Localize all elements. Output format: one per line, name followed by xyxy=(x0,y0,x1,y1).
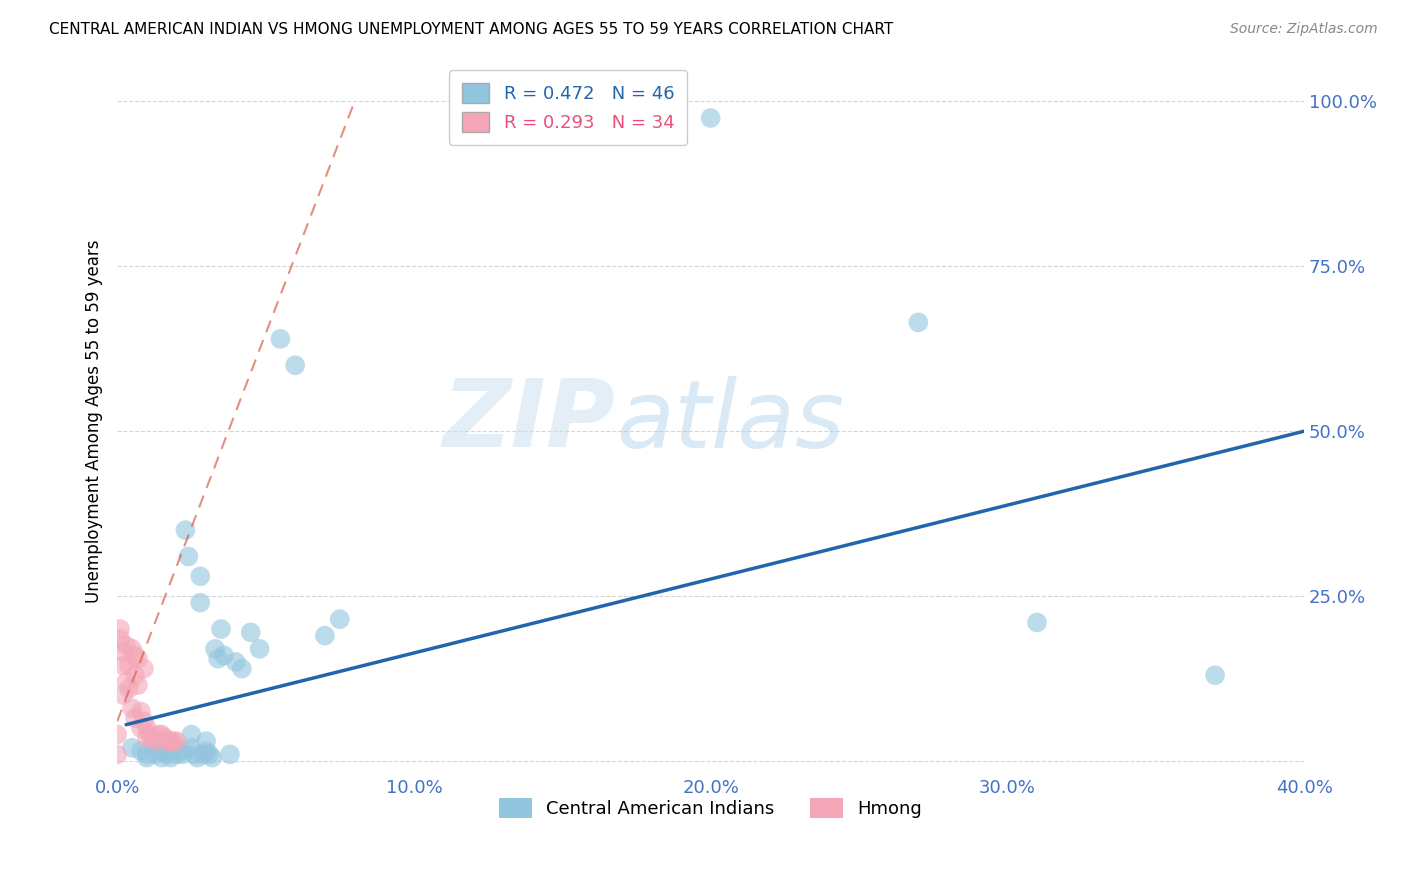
Point xyxy=(195,734,218,748)
Point xyxy=(177,549,200,564)
Point xyxy=(166,734,188,748)
Point xyxy=(172,747,194,762)
Point xyxy=(135,750,157,764)
Text: atlas: atlas xyxy=(616,376,844,467)
Point xyxy=(150,727,173,741)
Point xyxy=(699,111,721,125)
Point xyxy=(180,740,202,755)
Point xyxy=(174,523,197,537)
Point xyxy=(225,655,247,669)
Point xyxy=(129,705,152,719)
Point xyxy=(105,727,128,741)
Point xyxy=(188,596,211,610)
Point xyxy=(231,662,253,676)
Point xyxy=(156,740,179,755)
Point xyxy=(269,332,291,346)
Point xyxy=(121,701,143,715)
Point xyxy=(108,622,131,636)
Point xyxy=(183,747,205,762)
Point xyxy=(1026,615,1049,630)
Point xyxy=(188,569,211,583)
Point xyxy=(907,315,929,329)
Point xyxy=(186,750,208,764)
Point xyxy=(108,632,131,646)
Text: Source: ZipAtlas.com: Source: ZipAtlas.com xyxy=(1230,22,1378,37)
Point xyxy=(193,747,215,762)
Point xyxy=(201,750,224,764)
Point xyxy=(239,625,262,640)
Point xyxy=(124,668,146,682)
Point xyxy=(124,648,146,663)
Point xyxy=(118,681,141,696)
Point xyxy=(121,740,143,755)
Point xyxy=(212,648,235,663)
Point xyxy=(204,641,226,656)
Point xyxy=(135,731,157,745)
Point xyxy=(129,721,152,735)
Point xyxy=(112,645,135,659)
Point xyxy=(162,734,184,748)
Point xyxy=(145,734,167,748)
Legend: Central American Indians, Hmong: Central American Indians, Hmong xyxy=(492,790,929,825)
Point xyxy=(135,721,157,735)
Point xyxy=(118,658,141,673)
Point xyxy=(142,738,165,752)
Point xyxy=(249,641,271,656)
Point xyxy=(132,662,155,676)
Point xyxy=(121,641,143,656)
Point xyxy=(314,629,336,643)
Point xyxy=(156,747,179,762)
Point xyxy=(150,744,173,758)
Point xyxy=(198,747,221,762)
Y-axis label: Unemployment Among Ages 55 to 59 years: Unemployment Among Ages 55 to 59 years xyxy=(86,240,103,603)
Point xyxy=(159,734,181,748)
Point xyxy=(209,622,232,636)
Point xyxy=(145,747,167,762)
Text: CENTRAL AMERICAN INDIAN VS HMONG UNEMPLOYMENT AMONG AGES 55 TO 59 YEARS CORRELAT: CENTRAL AMERICAN INDIAN VS HMONG UNEMPLO… xyxy=(49,22,893,37)
Point xyxy=(135,747,157,762)
Point xyxy=(115,639,138,653)
Text: ZIP: ZIP xyxy=(443,376,616,467)
Point xyxy=(127,651,149,665)
Point xyxy=(112,688,135,702)
Point xyxy=(180,727,202,741)
Point xyxy=(156,734,179,748)
Point xyxy=(148,727,170,741)
Point xyxy=(284,358,307,372)
Point xyxy=(115,674,138,689)
Point xyxy=(142,731,165,745)
Point xyxy=(166,740,188,755)
Point xyxy=(129,744,152,758)
Point xyxy=(105,747,128,762)
Point xyxy=(207,651,229,665)
Point xyxy=(166,747,188,762)
Point xyxy=(124,711,146,725)
Point xyxy=(132,714,155,729)
Point xyxy=(159,734,181,748)
Point xyxy=(172,744,194,758)
Point xyxy=(329,612,352,626)
Point xyxy=(195,744,218,758)
Point xyxy=(153,731,176,745)
Point xyxy=(219,747,242,762)
Point xyxy=(1204,668,1226,682)
Point xyxy=(139,727,162,741)
Point xyxy=(127,678,149,692)
Point xyxy=(150,750,173,764)
Point xyxy=(112,658,135,673)
Point xyxy=(159,750,181,764)
